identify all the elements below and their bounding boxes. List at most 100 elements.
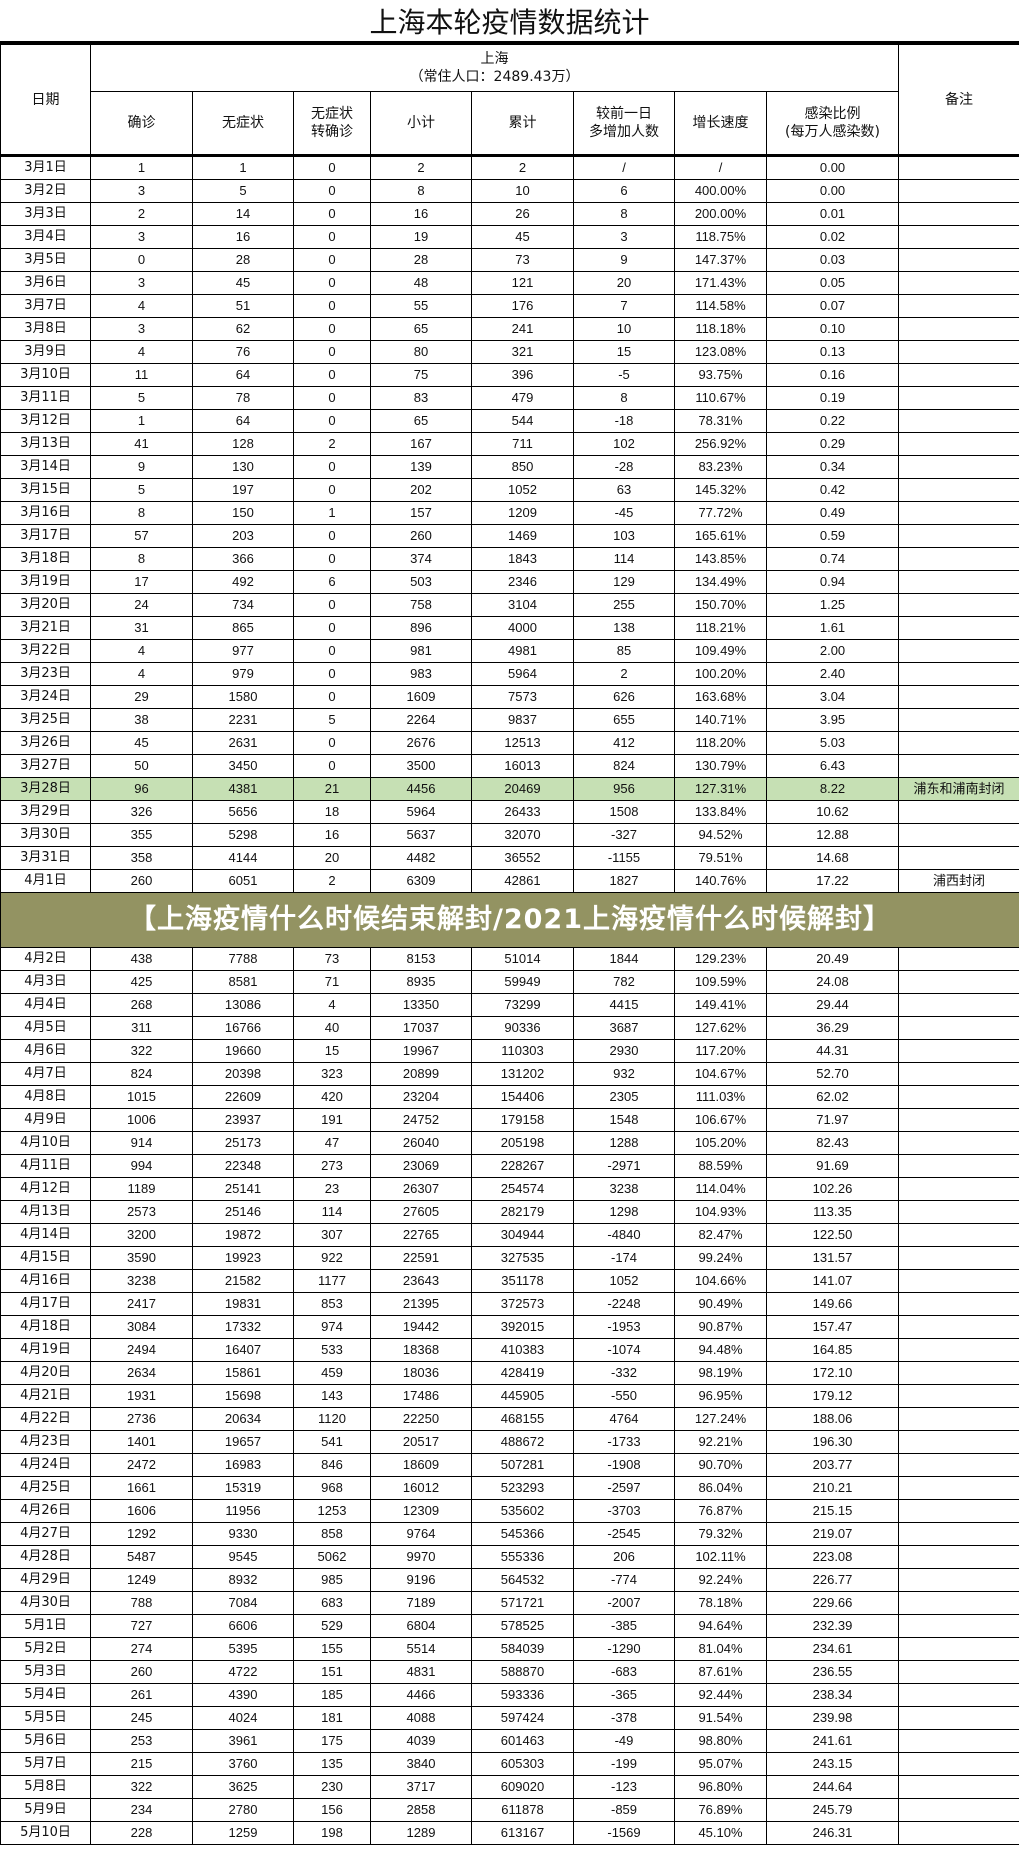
cell-date: 4月5日	[0, 1016, 91, 1040]
cell-date: 3月29日	[0, 800, 91, 824]
cell-subtotal: 2676	[370, 731, 472, 755]
cell-asymptomatic: 20634	[192, 1407, 294, 1431]
cell-daily-change: 1288	[573, 1131, 675, 1155]
cell-infection-ratio: 0.00	[765, 179, 900, 203]
cell-cumulative: 20469	[471, 777, 574, 801]
cell-growth-rate: 171.43%	[674, 271, 767, 295]
table-row: 3月27日 50 3450 0 3500 16013 824 130.79% 6.43	[0, 754, 1019, 778]
cell-confirmed: 1015	[90, 1085, 193, 1109]
header-subtotal: 小计	[370, 91, 472, 156]
cell-cumulative: 392015	[471, 1315, 574, 1339]
cell-asymptomatic: 16407	[192, 1338, 294, 1362]
cell-date: 3月7日	[0, 294, 91, 318]
cell-note	[898, 1729, 1019, 1753]
cell-subtotal: 896	[370, 616, 472, 640]
cell-subtotal: 2	[370, 155, 472, 180]
cell-converted: 0	[293, 616, 371, 640]
cell-confirmed: 5487	[90, 1545, 193, 1569]
cell-converted: 0	[293, 340, 371, 364]
cell-date: 3月6日	[0, 271, 91, 295]
cell-cumulative: 479	[471, 386, 574, 410]
cell-infection-ratio: 10.62	[765, 800, 900, 824]
cell-infection-ratio: 238.34	[765, 1683, 900, 1707]
cell-infection-ratio: 0.10	[765, 317, 900, 341]
cell-note	[898, 1407, 1019, 1431]
table-row: 3月24日 29 1580 0 1609 7573 626 163.68% 3.04	[0, 685, 1019, 709]
cell-growth-rate: 90.87%	[674, 1315, 767, 1339]
header-growth-rate: 增长速度	[674, 91, 767, 156]
cell-cumulative: 176	[471, 294, 574, 318]
cell-asymptomatic: 1259	[192, 1821, 294, 1845]
table-row: 4月1日 260 6051 2 6309 42861 1827 140.76% 17.22 浦西封…	[0, 869, 1019, 893]
cell-cumulative: 468155	[471, 1407, 574, 1431]
cell-subtotal: 19	[370, 225, 472, 249]
cell-infection-ratio: 239.98	[765, 1706, 900, 1730]
cell-cumulative: 321	[471, 340, 574, 364]
table-row: 3月28日 96 4381 21 4456 20469 956 127.31% 8.22 浦东和浦…	[0, 777, 1019, 801]
cell-converted: 0	[293, 248, 371, 272]
table-row: 3月4日 3 16 0 19 45 3 118.75% 0.02	[0, 225, 1019, 249]
cell-growth-rate: 118.21%	[674, 616, 767, 640]
cell-subtotal: 5514	[370, 1637, 472, 1661]
cell-infection-ratio: 17.22	[765, 869, 900, 893]
cell-growth-rate: 94.52%	[674, 823, 767, 847]
cell-confirmed: 2494	[90, 1338, 193, 1362]
cell-converted: 135	[293, 1752, 371, 1776]
table-row: 3月30日 355 5298 16 5637 32070 -327 94.52% 12.88	[0, 823, 1019, 847]
cell-infection-ratio: 203.77	[765, 1453, 900, 1477]
cell-infection-ratio: 172.10	[765, 1361, 900, 1385]
cell-date: 4月19日	[0, 1338, 91, 1362]
cell-confirmed: 438	[90, 947, 193, 971]
cell-asymptomatic: 366	[192, 547, 294, 571]
table-row: 3月17日 57 203 0 260 1469 103 165.61% 0.59	[0, 524, 1019, 548]
cell-daily-change: -1155	[573, 846, 675, 870]
cell-confirmed: 2	[90, 202, 193, 226]
cell-subtotal: 65	[370, 317, 472, 341]
cell-asymptomatic: 28	[192, 248, 294, 272]
cell-date: 4月15日	[0, 1246, 91, 1270]
cell-subtotal: 83	[370, 386, 472, 410]
cell-cumulative: 90336	[471, 1016, 574, 1040]
cell-subtotal: 80	[370, 340, 472, 364]
cell-growth-rate: 140.76%	[674, 869, 767, 893]
cell-subtotal: 18609	[370, 1453, 472, 1477]
cell-infection-ratio: 226.77	[765, 1568, 900, 1592]
cell-daily-change: 103	[573, 524, 675, 548]
cell-date: 3月11日	[0, 386, 91, 410]
cell-cumulative: 396	[471, 363, 574, 387]
header-date: 日期	[0, 44, 91, 156]
cell-growth-rate: 133.84%	[674, 800, 767, 824]
table-row: 3月20日 24 734 0 758 3104 255 150.70% 1.25	[0, 593, 1019, 617]
cell-subtotal: 28	[370, 248, 472, 272]
table-row: 4月12日 1189 25141 23 26307 254574 3238 114.04% 10…	[0, 1177, 1019, 1201]
cell-date: 3月1日	[0, 155, 91, 180]
cell-daily-change: -859	[573, 1798, 675, 1822]
cell-confirmed: 322	[90, 1775, 193, 1799]
cell-subtotal: 503	[370, 570, 472, 594]
cell-note	[898, 1384, 1019, 1408]
cell-date: 3月8日	[0, 317, 91, 341]
cell-daily-change: -1569	[573, 1821, 675, 1845]
cell-date: 3月17日	[0, 524, 91, 548]
cell-cumulative: 73299	[471, 993, 574, 1017]
cell-growth-rate: 99.24%	[674, 1246, 767, 1270]
table-row: 4月15日 3590 19923 922 22591 327535 -174 99.24% 13…	[0, 1246, 1019, 1270]
cell-growth-rate: 149.41%	[674, 993, 767, 1017]
cell-cumulative: 154406	[471, 1085, 574, 1109]
table-row: 4月18日 3084 17332 974 19442 392015 -1953 90.87% 1…	[0, 1315, 1019, 1339]
cell-subtotal: 374	[370, 547, 472, 571]
cell-note	[898, 386, 1019, 410]
cell-daily-change: 824	[573, 754, 675, 778]
table-row: 3月21日 31 865 0 896 4000 138 118.21% 1.61	[0, 616, 1019, 640]
cell-infection-ratio: 0.07	[765, 294, 900, 318]
cell-growth-rate: 93.75%	[674, 363, 767, 387]
cell-date: 4月16日	[0, 1269, 91, 1293]
cell-converted: 0	[293, 662, 371, 686]
cell-subtotal: 12309	[370, 1499, 472, 1523]
cell-growth-rate: /	[674, 155, 767, 180]
cell-daily-change: -1074	[573, 1338, 675, 1362]
cell-growth-rate: 130.79%	[674, 754, 767, 778]
cell-cumulative: 5964	[471, 662, 574, 686]
cell-cumulative: 523293	[471, 1476, 574, 1500]
cell-growth-rate: 114.58%	[674, 294, 767, 318]
